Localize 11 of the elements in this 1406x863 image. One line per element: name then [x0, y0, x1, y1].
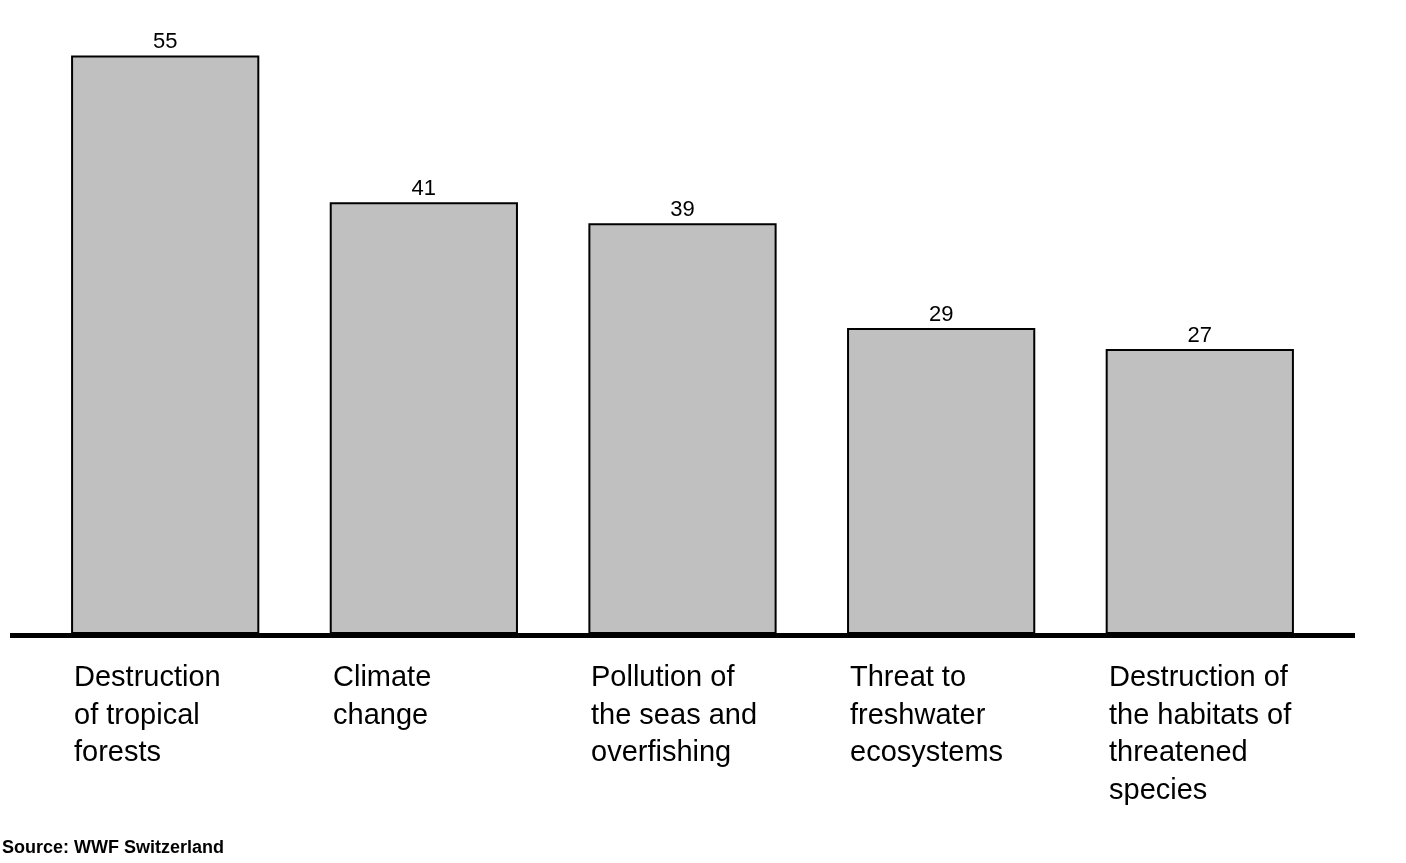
data-label: 27: [1187, 321, 1213, 347]
source-note: Source: WWF Switzerland: [2, 837, 225, 857]
x-tick-label: Destruction of the habitats of threatened species: [1109, 660, 1293, 806]
x-tick-label: Threat to freshwater ecosystems: [850, 660, 1004, 768]
data-label: 29: [928, 300, 954, 326]
x-tick-label: Pollution of the seas and overfishing: [591, 660, 758, 768]
data-label: 39: [670, 196, 695, 222]
data-label: 55: [152, 28, 178, 54]
x-tick-label: Climate change: [333, 660, 432, 730]
data-label: 41: [411, 175, 437, 201]
x-tick-label: Destruction of tropical forests: [74, 660, 221, 768]
